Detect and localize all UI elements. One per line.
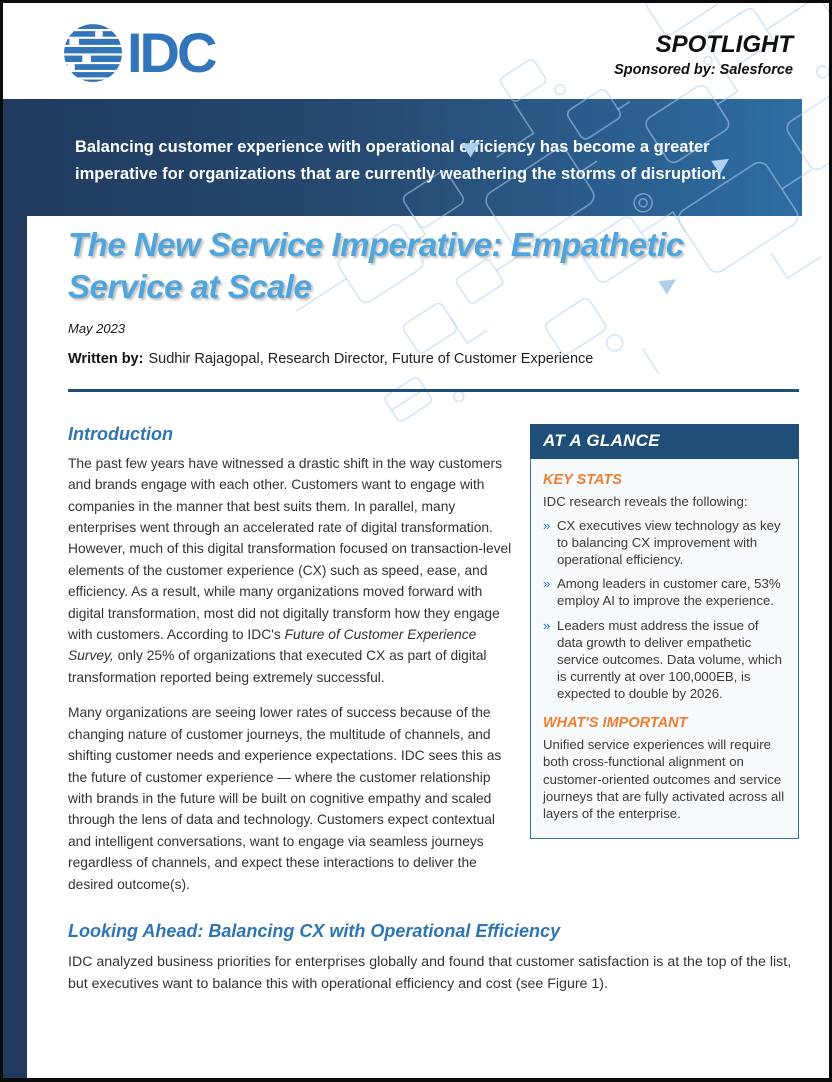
- looking-ahead-paragraph: IDC analyzed business priorities for ent…: [68, 953, 792, 992]
- left-accent-bar: [3, 216, 27, 1078]
- key-stat-item: » CX executives view technology as key t…: [543, 517, 787, 568]
- chevron-bullet-icon: »: [543, 517, 551, 533]
- at-a-glance-body: KEY STATS IDC research reveals the follo…: [530, 458, 799, 839]
- page-header: IDC SPOTLIGHT Sponsored by: Salesforce: [3, 3, 829, 99]
- key-stat-text: Among leaders in customer care, 53% empl…: [557, 576, 781, 609]
- intro-paragraph-2: Many organizations are seeing lower rate…: [68, 705, 502, 892]
- at-a-glance-box: AT A GLANCE KEY STATS IDC research revea…: [530, 423, 799, 839]
- chevron-bullet-icon: »: [543, 576, 551, 592]
- intro-paragraph-1: The past few years have witnessed a dras…: [68, 453, 518, 688]
- document-title: The New Service Imperative: Empathetic S…: [68, 226, 684, 305]
- key-stat-item: » Among leaders in customer care, 53% em…: [543, 575, 787, 609]
- at-a-glance-header: AT A GLANCE: [530, 423, 799, 459]
- section-heading-introduction: Introduction: [68, 423, 173, 444]
- key-stats-list: » CX executives view technology as key t…: [543, 517, 787, 703]
- written-by-label: Written by:: [68, 350, 144, 367]
- spotlight-block: SPOTLIGHT Sponsored by: Salesforce: [614, 23, 793, 78]
- two-column-area: Introduction The past few years have wit…: [68, 423, 799, 895]
- section-heading-looking-ahead: Looking Ahead: Balancing CX with Operati…: [68, 920, 561, 941]
- key-stat-text: CX executives view technology as key to …: [557, 517, 781, 568]
- banner-text: Balancing customer experience with opera…: [75, 137, 726, 183]
- intro-para1-text: The past few years have witnessed a dras…: [68, 455, 512, 643]
- spotlight-label: SPOTLIGHT: [655, 31, 793, 58]
- idc-logo: IDC: [63, 20, 217, 84]
- whats-important-text: Unified service experiences will require…: [543, 737, 785, 821]
- chevron-bullet-icon: »: [543, 617, 551, 633]
- survey-title-italic: Future of Customer Experience Survey,: [68, 627, 477, 664]
- introduction-column: Introduction The past few years have wit…: [68, 424, 518, 895]
- key-stat-text: Leaders must address the issue of data g…: [557, 617, 783, 702]
- idc-globe-icon: [64, 24, 122, 82]
- key-stats-heading: KEY STATS: [543, 471, 622, 488]
- publication-date: May 2023: [68, 320, 126, 336]
- intro-para1-tail: only 25% of organizations that executed …: [68, 648, 487, 685]
- written-by-line: Written by: Sudhir Rajagopal, Research Di…: [68, 351, 799, 367]
- idc-logo-text: IDC: [127, 20, 217, 84]
- document-body: The New Service Imperative: Empathetic S…: [68, 224, 799, 995]
- key-stat-item: » Leaders must address the issue of data…: [543, 617, 787, 703]
- sponsored-by-label: Sponsored by: Salesforce: [614, 62, 793, 78]
- divider-rule: [68, 388, 799, 392]
- banner: Balancing customer experience with opera…: [3, 99, 802, 216]
- key-stats-intro: IDC research reveals the following:: [543, 493, 748, 509]
- whats-important-heading: WHAT'S IMPORTANT: [543, 715, 688, 732]
- author-name: Sudhir Rajagopal, Research Director, Fut…: [148, 350, 594, 367]
